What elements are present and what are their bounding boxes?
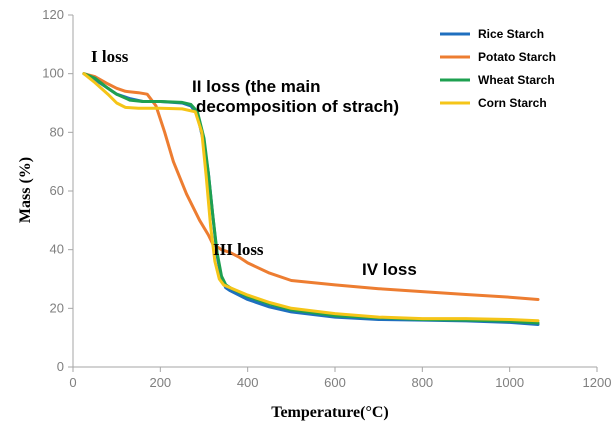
y-tick-label: 80 — [50, 124, 64, 139]
y-tick-label: 60 — [50, 183, 64, 198]
legend-label-wheat-starch: Wheat Starch — [478, 73, 555, 87]
series-layer — [82, 72, 540, 326]
legend-label-rice-starch: Rice Starch — [478, 27, 544, 41]
y-axis-title: Mass (%) — [17, 157, 34, 223]
x-tick-label: 0 — [69, 375, 76, 390]
x-tick-label: 800 — [411, 375, 433, 390]
annotation-i-loss: I loss — [91, 47, 129, 66]
annotation-iv-loss: IV loss — [362, 260, 417, 279]
y-tick-label: 0 — [57, 359, 64, 374]
x-tick-label: 1000 — [495, 375, 524, 390]
legend-label-potato-starch: Potato Starch — [478, 50, 556, 64]
y-tick-label: 20 — [50, 300, 64, 315]
y-tick-label: 40 — [50, 242, 64, 257]
x-tick-label: 600 — [324, 375, 346, 390]
annotation-ii-loss-line2: decomposition of strach) — [196, 97, 399, 116]
x-tick-label: 1200 — [583, 375, 612, 390]
annotation-ii-loss-line1: II loss (the main — [192, 77, 320, 96]
y-tick-group: 0 20 40 60 80 100 120 — [42, 7, 73, 374]
x-axis-title: Temperature(°C) — [271, 404, 388, 421]
legend: Rice Starch Potato Starch Wheat Starch Corn… — [440, 27, 556, 110]
x-tick-label: 200 — [149, 375, 171, 390]
y-tick-label: 120 — [42, 7, 64, 22]
series-line-corn-starch — [82, 72, 540, 323]
x-tick-label: 400 — [237, 375, 259, 390]
y-tick-label: 100 — [42, 66, 64, 81]
series-line-potato-starch — [82, 72, 540, 301]
x-tick-group: 0 200 400 600 800 1000 1200 — [69, 367, 611, 390]
annotation-iii-loss: III loss — [213, 240, 264, 259]
legend-label-corn-starch: Corn Starch — [478, 96, 547, 110]
